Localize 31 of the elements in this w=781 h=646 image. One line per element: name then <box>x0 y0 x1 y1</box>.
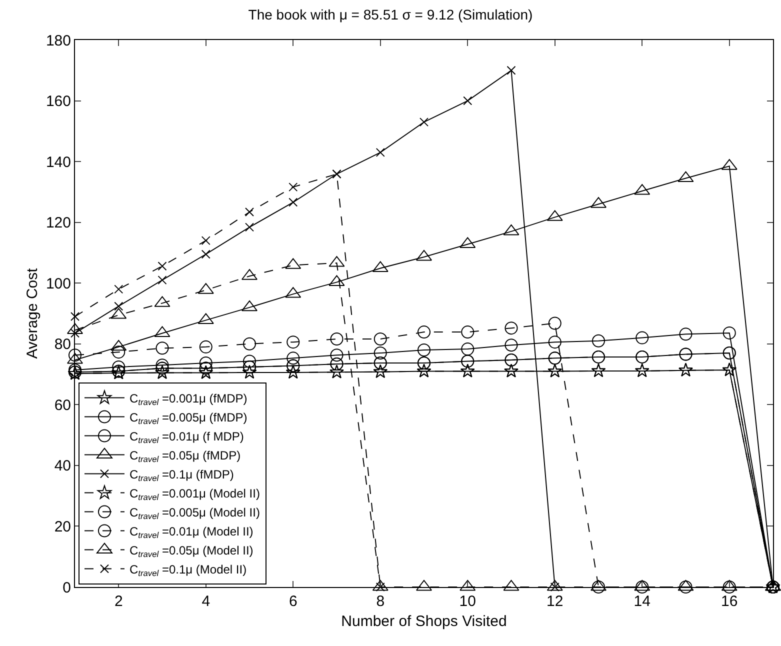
legend-label: C$_{travel}$ =0.1μ (fMDP) <box>129 467 234 483</box>
x-tick-label: 14 <box>634 593 650 610</box>
y-axis-title: Average Cost <box>24 267 42 359</box>
legend-label: C$_{travel}$ =0.001μ (Model II) <box>129 486 260 502</box>
legend-label: C$_{travel}$ =0.005μ (fMDP) <box>129 410 248 426</box>
y-tick-label: 0 <box>62 579 71 596</box>
y-tick-label: 40 <box>54 458 71 475</box>
x-tick-label: 16 <box>721 593 738 610</box>
y-tick-label: 60 <box>54 396 71 414</box>
y-tick-label: 140 <box>46 154 71 171</box>
legend-label: C$_{travel}$ =0.1μ (Model II) <box>129 562 247 578</box>
y-tick-label: 100 <box>46 275 71 292</box>
y-tick-label: 180 <box>46 32 71 50</box>
chart-title: The book with μ = 85.51 σ = 9.12 (Simulation) <box>248 6 533 22</box>
x-tick-label: 2 <box>114 593 123 610</box>
x-tick-label: 8 <box>376 593 385 610</box>
x-axis-title: Number of Shops Visited <box>341 613 507 630</box>
x-tick-label: 12 <box>546 593 564 610</box>
legend-label: C$_{travel}$ =0.05μ (fMDP) <box>129 448 241 464</box>
x-tick-label: 4 <box>202 593 210 610</box>
y-tick-label: 80 <box>54 336 71 354</box>
y-tick-label: 120 <box>46 214 71 232</box>
legend-label: C$_{travel}$ =0.005μ (Model II) <box>129 505 260 521</box>
legend-label: C$_{travel}$ =0.01μ (f MDP) <box>129 429 244 445</box>
legend-label: C$_{travel}$ =0.001μ (fMDP) <box>129 391 248 407</box>
legend-label: C$_{travel}$ =0.01μ (Model II) <box>129 524 254 540</box>
y-tick-label: 160 <box>46 93 71 110</box>
x-tick-label: 10 <box>459 593 476 610</box>
x-tick-label: 6 <box>288 593 298 610</box>
legend-label: C$_{travel}$ =0.05μ (Model II) <box>129 543 254 559</box>
y-tick-label: 20 <box>54 518 71 536</box>
